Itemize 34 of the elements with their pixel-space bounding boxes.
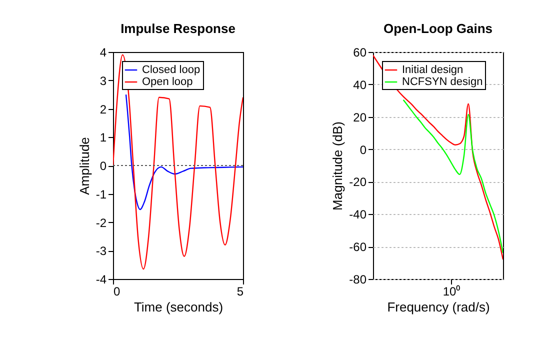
y-tick-label: 0 <box>360 142 367 157</box>
y-tick-label: 20 <box>353 110 367 124</box>
y-tick-label: -60 <box>349 240 367 254</box>
line-series <box>113 54 243 270</box>
y-tick-label: 3 <box>100 74 107 88</box>
y-tick-label: -1 <box>96 187 107 202</box>
y-tick-label: 1 <box>100 130 107 145</box>
legend-label: Open loop <box>142 76 193 88</box>
legend-label: NCFSYN design <box>402 76 483 88</box>
y-tick-label: 40 <box>353 78 367 92</box>
y-tick-label: -20 <box>349 175 367 190</box>
y-tick-label: -3 <box>96 244 107 258</box>
line-series <box>373 54 503 260</box>
x-axis-title: Frequency (rad/s) <box>387 300 490 314</box>
chart-title: Open-Loop Gains <box>383 21 493 36</box>
y-axis-title: Magnitude (dB) <box>330 122 346 210</box>
y-tick-label: 60 <box>353 46 367 60</box>
line-series <box>402 99 503 254</box>
x-axis-title: Time (seconds) <box>134 300 224 314</box>
chart-title: Impulse Response <box>120 21 236 36</box>
y-axis-title: Amplitude <box>76 137 92 195</box>
line-series <box>125 94 243 210</box>
y-tick-label: -40 <box>349 208 367 222</box>
x-tick-label: 0 <box>114 284 120 298</box>
y-tick-label: -4 <box>96 272 107 286</box>
x-tick-label: 5 <box>236 284 244 298</box>
y-tick-label: 0 <box>100 159 107 173</box>
y-tick-label: 2 <box>100 102 107 116</box>
y-tick-label: 4 <box>100 46 107 60</box>
legend-label: Closed loop <box>142 64 200 76</box>
x-tick-label: 10⁰ <box>442 284 460 298</box>
legend-label: Initial design <box>402 64 464 76</box>
y-tick-label: -80 <box>349 272 367 286</box>
y-tick-label: -2 <box>96 216 107 230</box>
